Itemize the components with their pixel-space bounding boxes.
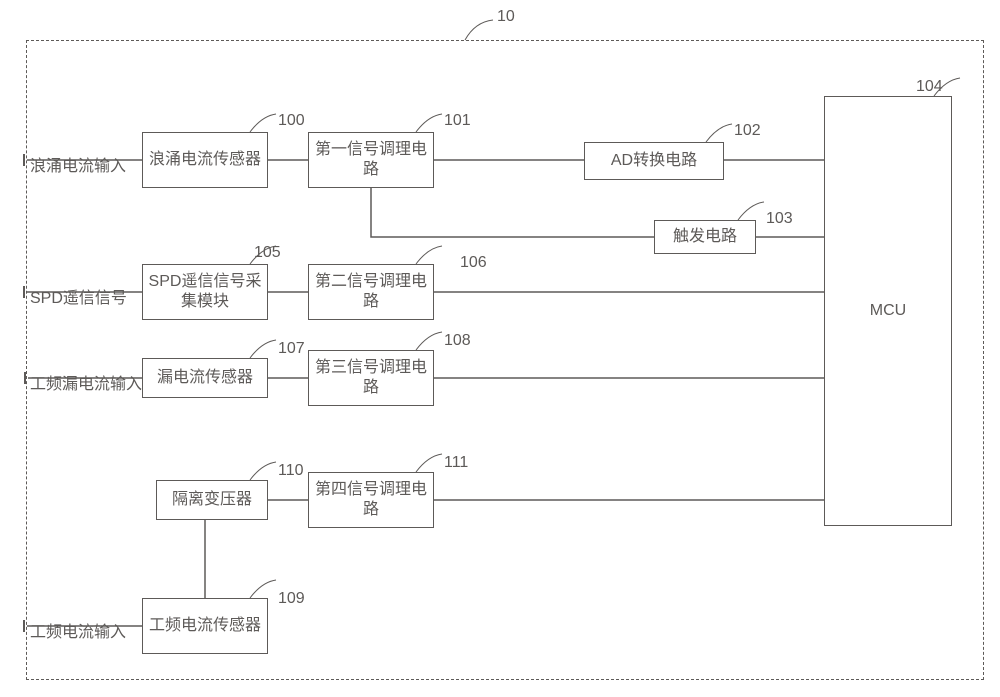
node-103-id: 103 [766, 210, 793, 228]
node-109-id: 109 [278, 590, 305, 608]
node-103: 触发电路 [654, 220, 756, 254]
node-106: 第二信号调理电路 [308, 264, 434, 320]
in_spd-label: SPD遥信信号 [30, 284, 127, 308]
node-100-id: 100 [278, 112, 305, 130]
in_surge-label: 浪涌电流输入 [30, 152, 126, 176]
container-id-label: 10 [497, 8, 515, 26]
node-106-id: 106 [460, 254, 487, 272]
node-105: SPD遥信信号采集模块 [142, 264, 268, 320]
in_pf-label: 工频电流输入 [30, 618, 126, 642]
node-108-label: 第三信号调理电路 [309, 358, 433, 398]
node-102-id: 102 [734, 122, 761, 140]
in_leak-label: 工频漏电流输入 [30, 370, 142, 394]
node-108: 第三信号调理电路 [308, 350, 434, 406]
node-101-id: 101 [444, 112, 471, 130]
node-101-label: 第一信号调理电路 [309, 140, 433, 180]
node-111: 第四信号调理电路 [308, 472, 434, 528]
node-109-label: 工频电流传感器 [149, 616, 261, 636]
node-100-label: 浪涌电流传感器 [149, 150, 261, 170]
node-100: 浪涌电流传感器 [142, 132, 268, 188]
node-110: 隔离变压器 [156, 480, 268, 520]
node-107: 漏电流传感器 [142, 358, 268, 398]
node-110-id: 110 [278, 462, 304, 480]
node-104: MCU [824, 96, 952, 526]
node-103-label: 触发电路 [673, 227, 737, 247]
node-107-id: 107 [278, 340, 305, 358]
node-105-id: 105 [254, 244, 281, 262]
node-105-label: SPD遥信信号采集模块 [143, 272, 267, 312]
node-108-id: 108 [444, 332, 471, 350]
node-102-label: AD转换电路 [611, 151, 697, 171]
node-107-label: 漏电流传感器 [157, 368, 253, 388]
node-110-label: 隔离变压器 [172, 490, 252, 510]
node-109: 工频电流传感器 [142, 598, 268, 654]
node-104-id: 104 [916, 78, 943, 96]
node-102: AD转换电路 [584, 142, 724, 180]
node-111-id: 111 [444, 454, 468, 472]
node-106-label: 第二信号调理电路 [309, 272, 433, 312]
node-104-label: MCU [870, 301, 906, 321]
node-101: 第一信号调理电路 [308, 132, 434, 188]
node-111-label: 第四信号调理电路 [309, 480, 433, 520]
